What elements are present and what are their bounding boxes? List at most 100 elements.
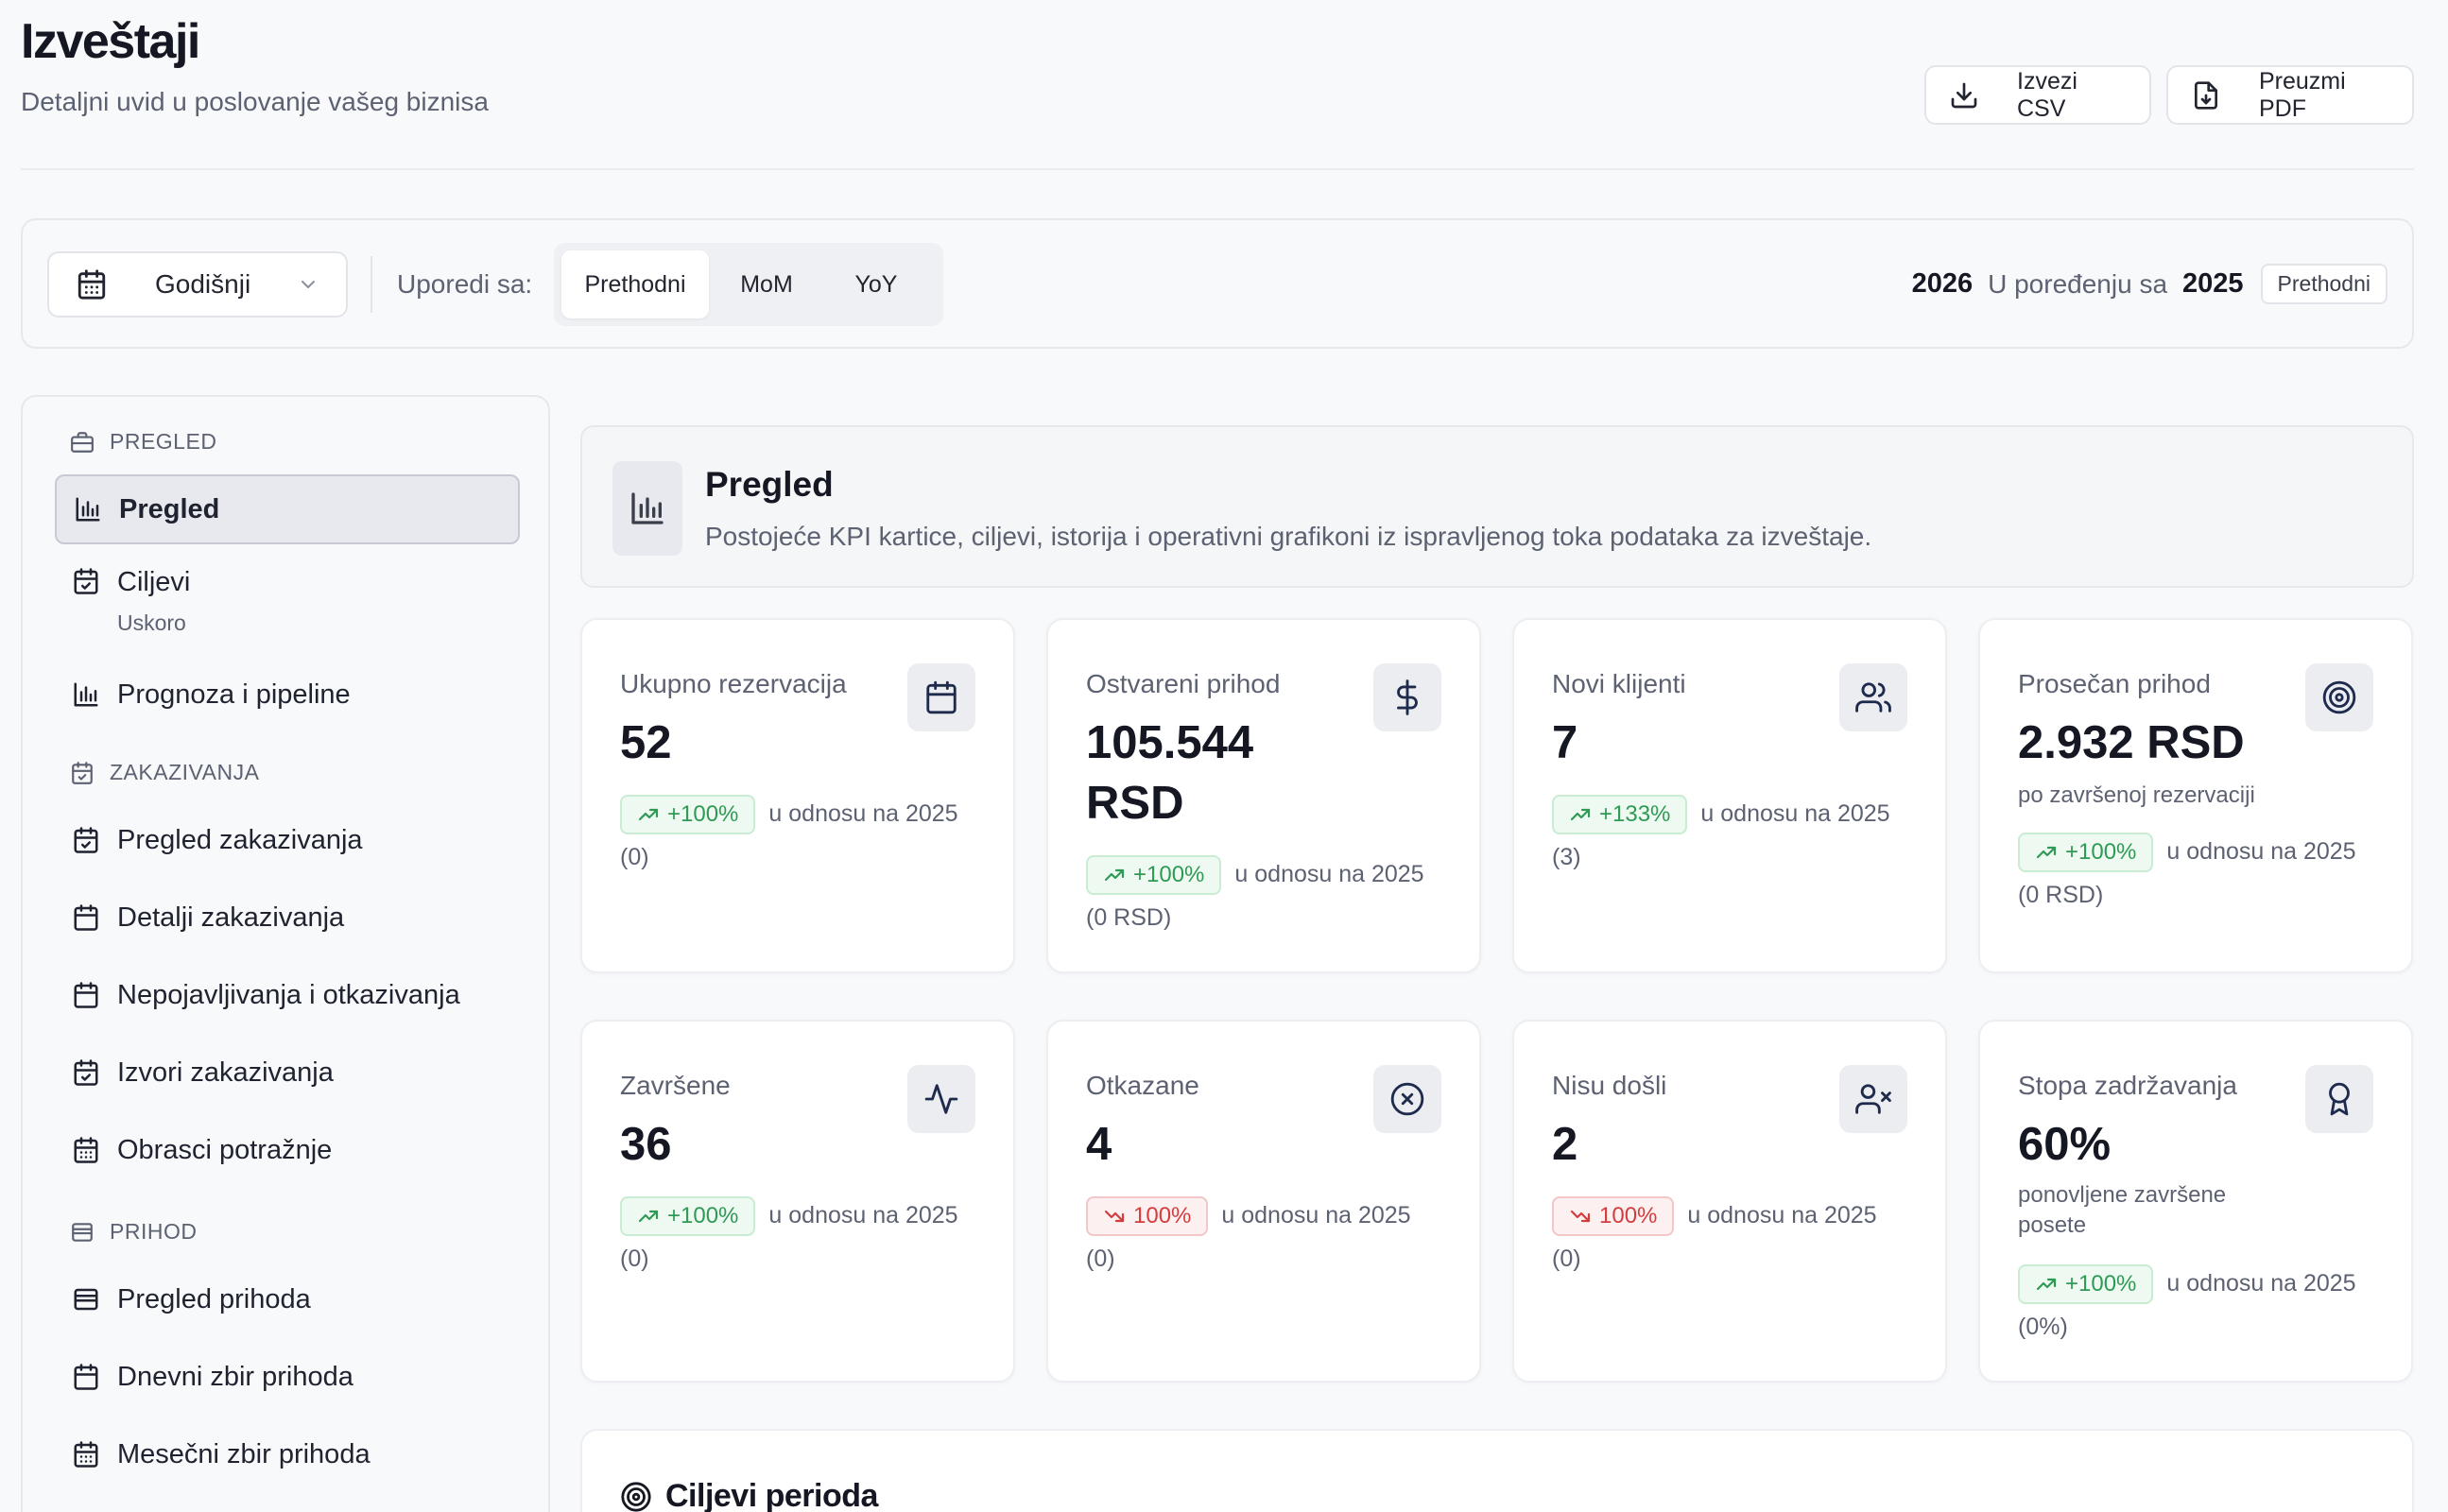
delta-previous-value: (0) [620, 1246, 649, 1272]
delta-value: +100% [667, 801, 739, 828]
sidebar-item-prognoza[interactable]: Prognoza i pipeline [55, 660, 520, 730]
report-sidebar: PREGLED Pregled Ciljevi Uskoro Prognoza … [21, 395, 550, 1512]
delta-badge-up: +100% [1086, 855, 1222, 896]
calendar-icon [76, 268, 108, 301]
kpi-card-zavrsene: Završene 36 +100% u odnosu na 2025 (0) [580, 1020, 1015, 1383]
calendar-icon [72, 903, 100, 932]
compare-text: U poređenju sa [1988, 268, 2168, 299]
current-year: 2026 [1911, 268, 1974, 299]
sidebar-item-label: Prognoza i pipeline [117, 679, 351, 710]
calendar-check-icon [70, 761, 95, 785]
award-icon [2305, 1065, 2373, 1133]
delta-badge-up: +100% [2018, 1264, 2154, 1305]
delta-compare-text: u odnosu na 2025 [768, 1202, 958, 1228]
kpi-value: 36 [620, 1119, 672, 1170]
compare-option-mom[interactable]: MoM [740, 270, 793, 298]
sidebar-section-label: PRIHOD [110, 1219, 198, 1244]
compare-badge: Prethodni [2260, 264, 2388, 304]
sidebar-item-pregled[interactable]: Pregled [55, 474, 520, 544]
kpi-note: ponovljene završene posete [2018, 1182, 2227, 1238]
sidebar-item-nepojavljivanja[interactable]: Nepojavljivanja i otkazivanja [55, 960, 520, 1030]
wallet-icon [72, 1285, 100, 1314]
kpi-card-otkazane: Otkazane 4 100% u odnosu na 2025 (0) [1046, 1020, 1481, 1383]
target-icon [620, 1481, 652, 1512]
kpi-delta: +100% u odnosu na 2025 (0) [620, 1194, 998, 1280]
kpi-label: Prosečan prihod [2018, 669, 2211, 698]
calendar-check-icon [72, 826, 100, 854]
sidebar-item-label: Pregled prihoda [117, 1283, 311, 1314]
sidebar-section-pregled: PREGLED [70, 429, 216, 455]
calendar-icon [72, 981, 100, 1009]
delta-previous-value: (0 RSD) [1086, 904, 1172, 931]
x-circle-icon [1373, 1065, 1441, 1133]
delta-badge-down: 100% [1552, 1196, 1675, 1237]
kpi-delta: 100% u odnosu na 2025 (0) [1086, 1194, 1464, 1280]
sidebar-item-pregled-prihoda[interactable]: Pregled prihoda [55, 1264, 520, 1334]
delta-value: 100% [1133, 1203, 1192, 1229]
activity-icon [907, 1065, 975, 1133]
page-title: Izveštaji [21, 14, 200, 69]
file-download-icon [2191, 80, 2221, 111]
delta-value: 100% [1599, 1203, 1658, 1229]
overview-banner: Pregled Postojeće KPI kartice, ciljevi, … [580, 425, 2414, 588]
delta-compare-text: u odnosu na 2025 [2166, 1270, 2356, 1297]
page-subtitle: Detaljni uvid u poslovanje vašeg biznisa [21, 87, 489, 116]
banner-title: Pregled [705, 465, 834, 504]
kpi-label: Stopa zadržavanja [2018, 1071, 2237, 1100]
sidebar-item-sublabel: Uskoro [117, 610, 186, 635]
delta-value: +100% [1133, 862, 1205, 888]
compare-option-prethodni[interactable]: Prethodni [561, 250, 709, 318]
delta-previous-value: (0) [620, 844, 649, 870]
sidebar-item-pregled-zakazivanja[interactable]: Pregled zakazivanja [55, 805, 520, 875]
divider [371, 256, 372, 313]
sidebar-item-label: Dnevni zbir prihoda [117, 1361, 353, 1392]
kpi-card-stopa-zadrzavanja: Stopa zadržavanja 60% ponovljene završen… [1978, 1020, 2413, 1383]
delta-compare-text: u odnosu na 2025 [1687, 1202, 1877, 1228]
sidebar-section-zakazivanja: ZAKAZIVANJA [70, 760, 259, 785]
bar-chart-icon [72, 680, 100, 709]
kpi-delta: +100% u odnosu na 2025 (0 RSD) [2018, 830, 2396, 917]
kpi-card-ostvareni-prihod: Ostvareni prihod 105.544 RSD +100% u odnos… [1046, 618, 1481, 973]
user-x-icon [1839, 1065, 1907, 1133]
sidebar-item-label: Pregled [119, 493, 220, 524]
delta-previous-value: (0 RSD) [2018, 882, 2104, 908]
kpi-value-amount: 105.544 [1086, 717, 1254, 768]
compare-label: Uporedi sa: [397, 269, 533, 299]
calendar-icon [72, 1363, 100, 1391]
kpi-delta: +100% u odnosu na 2025 (0) [620, 792, 998, 879]
kpi-value: 52 [620, 717, 672, 768]
sidebar-item-ciljevi[interactable]: Ciljevi Uskoro [55, 550, 520, 637]
target-icon [2305, 663, 2373, 731]
download-pdf-button[interactable]: Preuzmi PDF [2166, 65, 2414, 125]
sidebar-section-prihod: PRIHOD [70, 1219, 197, 1245]
compare-option-yoy[interactable]: YoY [854, 270, 898, 298]
period-select-value: Godišnji [155, 269, 251, 299]
sidebar-item-label: Mesečni zbir prihoda [117, 1438, 371, 1469]
sidebar-item-label: Ciljevi [117, 567, 191, 597]
kpi-card-ukupno-rezervacija: Ukupno rezervacija 52 +100% u odnosu na 2… [580, 618, 1015, 973]
export-csv-label: Izvezi CSV [2017, 67, 2077, 122]
sidebar-item-obrasci-potraznje[interactable]: Obrasci potražnje [55, 1115, 520, 1185]
bar-chart-icon [74, 495, 102, 524]
export-csv-button[interactable]: Izvezi CSV [1924, 65, 2151, 125]
delta-previous-value: (0) [1552, 1246, 1581, 1272]
goals-title: Ciljevi perioda [620, 1478, 878, 1512]
sidebar-item-dnevni-zbir[interactable]: Dnevni zbir prihoda [55, 1342, 520, 1412]
kpi-label: Završene [620, 1071, 731, 1100]
dollar-icon [1373, 663, 1441, 731]
bar-chart-icon [612, 461, 682, 556]
sidebar-item-izvori-zakazivanja[interactable]: Izvori zakazivanja [55, 1038, 520, 1108]
sidebar-item-detalji-zakazivanja[interactable]: Detalji zakazivanja [55, 883, 520, 953]
briefcase-icon [70, 430, 95, 455]
sidebar-section-label: PREGLED [110, 429, 217, 454]
filter-bar: Godišnji Uporedi sa: Prethodni MoM YoY 2… [21, 218, 2414, 349]
compare-year: 2025 [2182, 268, 2244, 299]
sidebar-item-mesecni-zbir[interactable]: Mesečni zbir prihoda [55, 1419, 520, 1489]
kpi-value: 60% [2018, 1119, 2112, 1170]
kpi-value-currency: RSD [1086, 778, 1184, 829]
kpi-value: 7 [1552, 717, 1578, 768]
sidebar-section-label: ZAKAZIVANJA [110, 760, 260, 784]
delta-badge-up: +133% [1552, 795, 1688, 835]
period-select[interactable]: Godišnji [47, 251, 348, 318]
delta-badge-up: +100% [620, 1196, 756, 1237]
